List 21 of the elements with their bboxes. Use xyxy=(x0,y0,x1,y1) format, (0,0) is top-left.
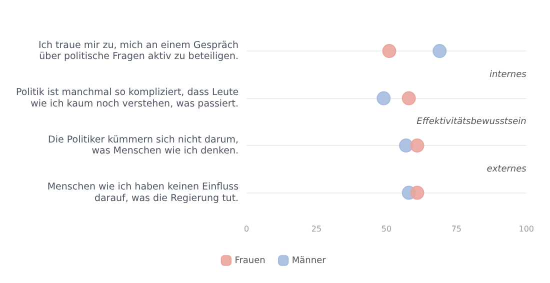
x-tick-label: 100 xyxy=(518,224,534,234)
point xyxy=(402,91,416,106)
y-tick-label: Politik ist manchmal so kompliziert, dass Leute wie ich kaum noch verstehen, was passiert. xyxy=(16,87,239,110)
x-tick-label: 0 xyxy=(244,224,250,234)
point xyxy=(376,91,391,106)
point xyxy=(382,44,396,58)
x-tick-label: 50 xyxy=(381,224,392,234)
y-tick-label: Die Politiker kümmern sich nicht darum, was Menschen wie ich denken. xyxy=(48,134,239,157)
legend-label: Männer xyxy=(292,256,326,266)
annotation: Effektivitätsbewusstsein xyxy=(416,117,527,128)
x-tick-label: 75 xyxy=(451,224,462,234)
point xyxy=(410,186,424,200)
annotation: externes xyxy=(486,164,527,174)
y-tick-label: Menschen wie ich haben keinen Einfluss darauf, was die Regierung tut. xyxy=(47,182,239,204)
point xyxy=(399,138,414,153)
point xyxy=(432,44,447,58)
x-tick-label: 25 xyxy=(311,224,322,234)
legend-label: Frauen xyxy=(234,256,266,266)
annotation: internes xyxy=(489,70,527,80)
point xyxy=(410,138,424,153)
y-tick-label: Ich traue mir zu, mich an einem Gespräch über politische Fragen aktiv zu beteiligen. xyxy=(38,40,239,62)
